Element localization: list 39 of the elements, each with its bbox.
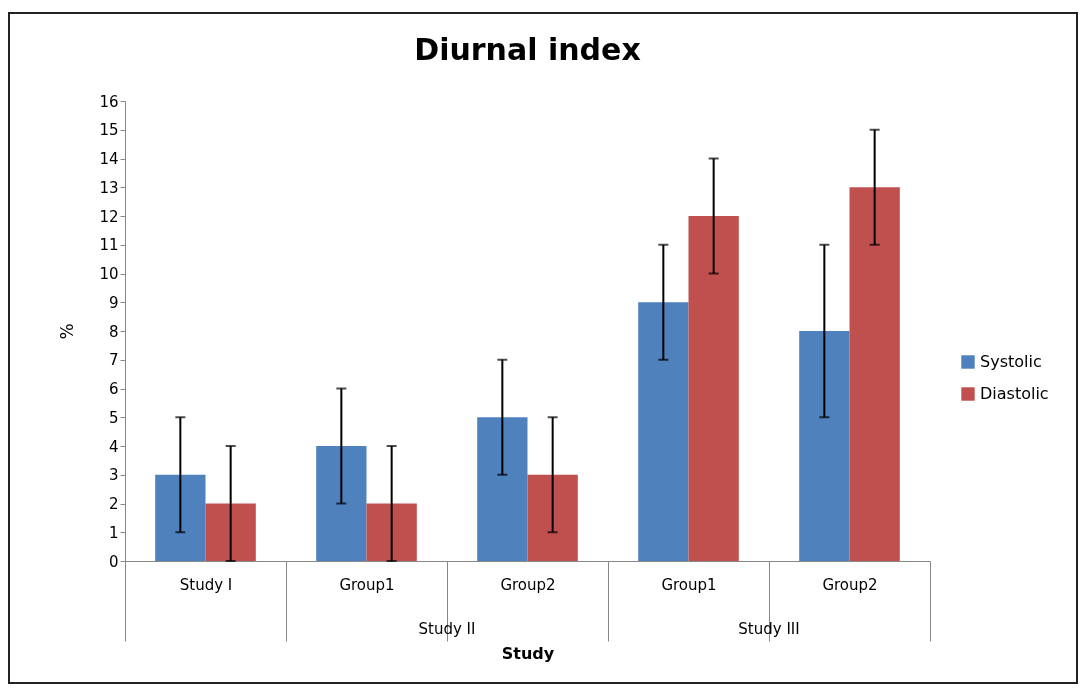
y-tick-label: 6 <box>108 380 119 398</box>
y-tick-label: 7 <box>108 351 119 370</box>
y-tick-label: 16 <box>99 92 119 111</box>
y-tick-label: 14 <box>99 150 119 168</box>
y-tick-label: 0 <box>108 552 119 571</box>
bar <box>316 446 367 561</box>
bar <box>155 474 206 561</box>
bar <box>849 187 900 561</box>
x-tick-label: Group2 <box>822 575 878 594</box>
text: Study III <box>738 620 800 638</box>
x-tick-label: Study I <box>179 575 233 594</box>
y-tick-label: 9 <box>108 293 119 312</box>
chart-title: Diurnal index <box>414 32 641 67</box>
y-tick-label: 5 <box>108 408 119 427</box>
y-tick-label: 10 <box>99 265 119 283</box>
bar <box>799 331 850 561</box>
y-tick-label: 8 <box>108 322 119 341</box>
y-tick-label: 11 <box>99 236 119 255</box>
y-tick-label: 4 <box>108 437 119 456</box>
bar <box>527 474 578 561</box>
x-tick-label: Group1 <box>661 575 717 594</box>
y-axis-title: % <box>57 323 78 340</box>
legend-label: Systolic <box>980 352 1042 371</box>
x-tick-label: Group1 <box>339 575 395 594</box>
y-tick-label: 2 <box>108 495 119 513</box>
bar <box>205 503 256 561</box>
x-axis-title: Study <box>501 644 555 663</box>
text: Study II <box>418 620 476 638</box>
y-tick-label: 15 <box>99 121 119 140</box>
bar <box>638 302 689 561</box>
legend-label: Diastolic <box>980 384 1049 403</box>
bar <box>477 417 528 561</box>
bar <box>688 216 739 561</box>
y-tick-label: 12 <box>99 207 119 226</box>
y-tick-label: 3 <box>108 466 119 485</box>
bar <box>366 503 417 561</box>
y-tick-label: 13 <box>99 178 119 197</box>
x-tick-label: Group2 <box>500 575 556 594</box>
y-tick-label: 1 <box>108 523 119 542</box>
